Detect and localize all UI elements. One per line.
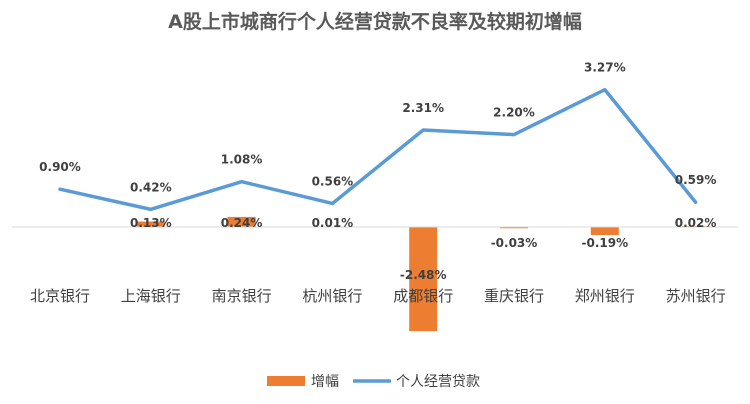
bar-label-6: -0.03% [491,236,538,250]
line-label-6: 2.20% [493,106,535,120]
line-label-8: 0.59% [675,173,717,187]
bar-3 [227,216,256,227]
bar-label-4: 0.01% [312,216,354,230]
category-label-8: 苏州银行 [666,287,726,305]
bar-label-2: 0.13% [130,216,172,230]
bar-label-5: -2.48% [400,268,447,282]
bar-6 [500,227,528,229]
legend: 增幅 个人经营贷款 [267,374,480,390]
line-label-7: 3.27% [584,61,626,75]
category-labels: 北京银行 上海银行 南京银行 杭州银行 成都银行 重庆银行 郑州银行 苏州银行 [30,287,726,305]
category-label-1: 北京银行 [30,287,90,305]
bar-label-3: 0.24% [221,216,263,230]
line-label-3: 1.08% [221,153,263,167]
line-label-5: 2.31% [402,101,444,115]
category-label-5: 成都银行 [393,287,453,305]
bar-label-8: 0.02% [675,216,717,230]
line-label-4: 0.56% [312,174,354,188]
line-series [58,87,698,212]
bar-7 [590,227,619,235]
category-label-7: 郑州银行 [575,287,635,305]
chart-title: A股上市城商行个人经营贷款不良率及较期初增幅 [168,10,582,33]
bar-label-7: -0.19% [581,236,628,250]
legend-label-bar: 增幅 [311,374,339,390]
bar-2 [136,221,165,227]
line-layer [58,87,698,212]
bars-layer [46,216,710,332]
legend-label-line: 个人经营贷款 [396,374,480,390]
labels-layer: 0.90% 0.42% 1.08% 0.56% 2.31% 2.20% 3.27% 0.59%… [39,61,716,282]
category-label-4: 杭州银行 [302,287,362,305]
line-label-2: 0.42% [130,180,172,194]
category-label-3: 南京银行 [212,287,272,305]
category-label-6: 重庆银行 [484,287,544,305]
legend-swatch-bar [267,376,305,386]
bar-5 [409,227,438,332]
line-label-1: 0.90% [39,160,81,174]
category-label-2: 上海银行 [121,287,181,305]
